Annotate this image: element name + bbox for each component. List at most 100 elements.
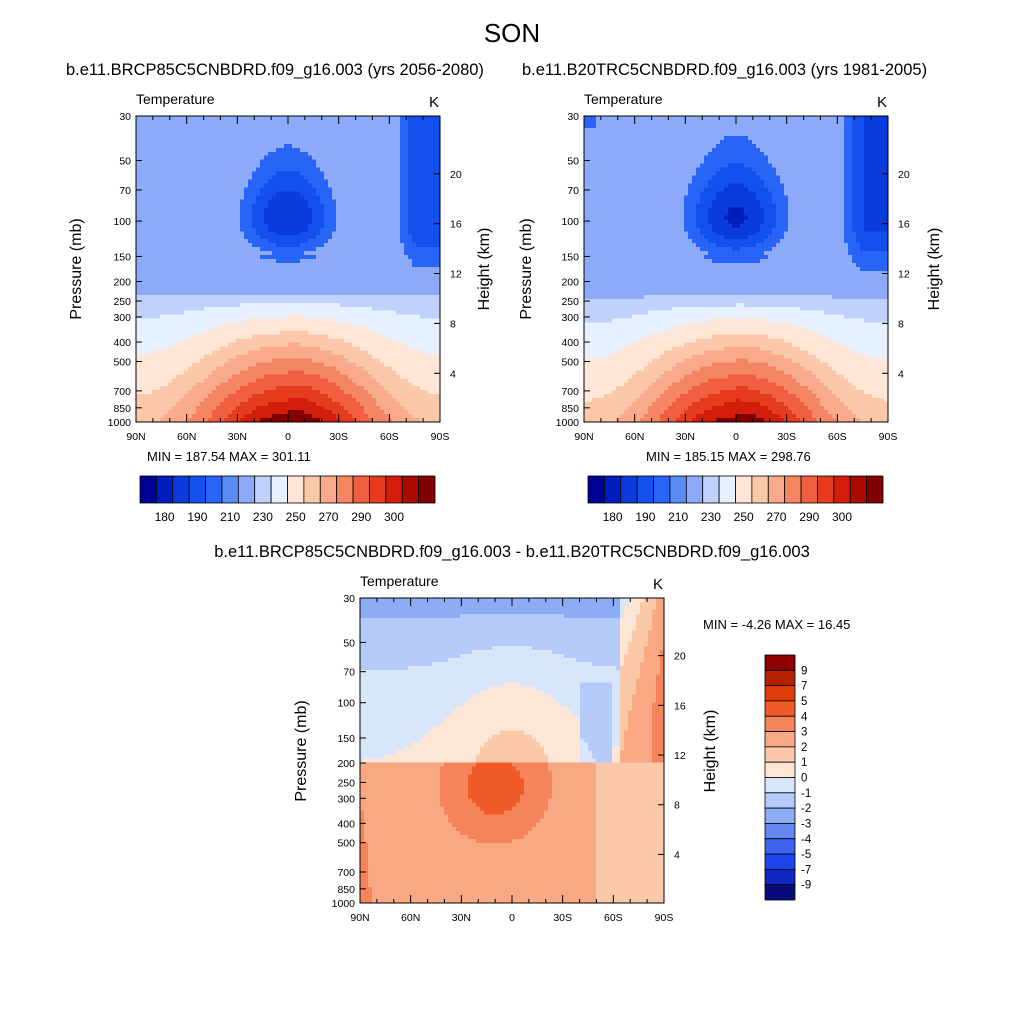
- contour-cell: [268, 243, 273, 248]
- contour-cell: [160, 326, 165, 332]
- contour-cell: [348, 362, 353, 367]
- contour-cell: [368, 175, 373, 181]
- contour-cell: [364, 350, 369, 356]
- contour-cell: [404, 143, 409, 149]
- contour-cell: [416, 334, 421, 340]
- contour-cell: [208, 151, 213, 157]
- contour-cell: [204, 127, 209, 133]
- contour-cell: [360, 259, 365, 264]
- contour-cell: [136, 147, 141, 153]
- contour-cell: [212, 151, 217, 157]
- contour-cell: [284, 183, 289, 189]
- contour-cell: [408, 314, 413, 320]
- contour-cell: [400, 318, 405, 324]
- contour-cell: [256, 302, 261, 308]
- contour-cell: [296, 195, 301, 201]
- contour-cell: [336, 159, 341, 165]
- contour-cell: [292, 358, 297, 363]
- contour-cell: [248, 278, 253, 284]
- contour-cell: [368, 298, 373, 304]
- contour-cell: [164, 270, 169, 276]
- contour-cell: [340, 338, 345, 344]
- contour-cell: [212, 155, 217, 161]
- contour-cell: [256, 135, 261, 141]
- contour-cell: [204, 298, 209, 304]
- contour-cell: [256, 199, 261, 205]
- contour-cell: [384, 159, 389, 165]
- contour-cell: [356, 223, 361, 228]
- contour-cell: [352, 151, 357, 157]
- contour-cell: [356, 151, 361, 157]
- contour-cell: [268, 354, 273, 360]
- contour-cell: [324, 147, 329, 153]
- contour-cell: [328, 267, 333, 272]
- contour-cell: [408, 187, 413, 193]
- contour-cell: [316, 243, 321, 248]
- contour-cell: [328, 179, 333, 185]
- contour-cell: [336, 310, 341, 316]
- contour-cell: [300, 370, 305, 375]
- contour-cell: [240, 187, 245, 193]
- contour-cell: [308, 127, 313, 133]
- contour-cell: [220, 231, 225, 236]
- contour-cell: [192, 322, 197, 328]
- contour-cell: [344, 239, 349, 244]
- contour-cell: [248, 239, 253, 244]
- contour-cell: [204, 330, 209, 336]
- contour-cell: [140, 259, 145, 264]
- contour-cell: [328, 116, 333, 121]
- contour-cell: [156, 259, 161, 264]
- contour-cell: [388, 131, 393, 137]
- contour-cell: [152, 211, 157, 216]
- contour-cell: [276, 167, 281, 173]
- contour-cell: [292, 147, 297, 153]
- contour-cell: [332, 251, 337, 256]
- contour-cell: [268, 219, 273, 224]
- contour-cell: [288, 251, 293, 256]
- contour-cell: [324, 239, 329, 244]
- contour-cell: [316, 155, 321, 161]
- contour-cell: [304, 318, 309, 324]
- contour-cell: [140, 147, 145, 153]
- contour-cell: [372, 163, 377, 169]
- contour-cell: [176, 175, 181, 181]
- contour-cell: [192, 247, 197, 252]
- contour-cell: [424, 358, 429, 363]
- contour-cell: [176, 330, 181, 336]
- contour-cell: [364, 123, 369, 129]
- contour-cell: [192, 334, 197, 340]
- contour-cell: [240, 314, 245, 320]
- contour-cell: [256, 235, 261, 240]
- contour-cell: [208, 346, 213, 352]
- contour-cell: [296, 374, 301, 379]
- contour-cell: [356, 302, 361, 308]
- contour-cell: [400, 239, 405, 244]
- contour-cell: [236, 366, 241, 371]
- contour-cell: [160, 223, 165, 228]
- contour-cell: [404, 187, 409, 193]
- contour-cell: [212, 354, 217, 360]
- contour-cell: [368, 346, 373, 352]
- contour-cell: [364, 334, 369, 340]
- contour-cell: [136, 151, 141, 157]
- contour-cell: [236, 163, 241, 169]
- contour-cell: [352, 374, 357, 379]
- diff-panel-title: b.e11.BRCP85C5CNBDRD.f09_g16.003 - b.e11…: [214, 543, 810, 561]
- contour-cell: [416, 330, 421, 336]
- contour-cell: [136, 119, 141, 125]
- contour-cell: [216, 215, 221, 220]
- contour-cell: [392, 267, 397, 272]
- contour-cell: [376, 338, 381, 344]
- contour-cell: [332, 179, 337, 185]
- contour-cell: [260, 274, 265, 280]
- contour-cell: [260, 259, 265, 264]
- contour-cell: [136, 171, 141, 177]
- contour-cell: [364, 274, 369, 280]
- contour-cell: [272, 171, 277, 177]
- contour-cell: [236, 171, 241, 177]
- contour-cell: [160, 183, 165, 189]
- contour-cell: [256, 143, 261, 149]
- contour-cell: [276, 163, 281, 169]
- contour-cell: [164, 318, 169, 324]
- contour-cell: [400, 270, 405, 276]
